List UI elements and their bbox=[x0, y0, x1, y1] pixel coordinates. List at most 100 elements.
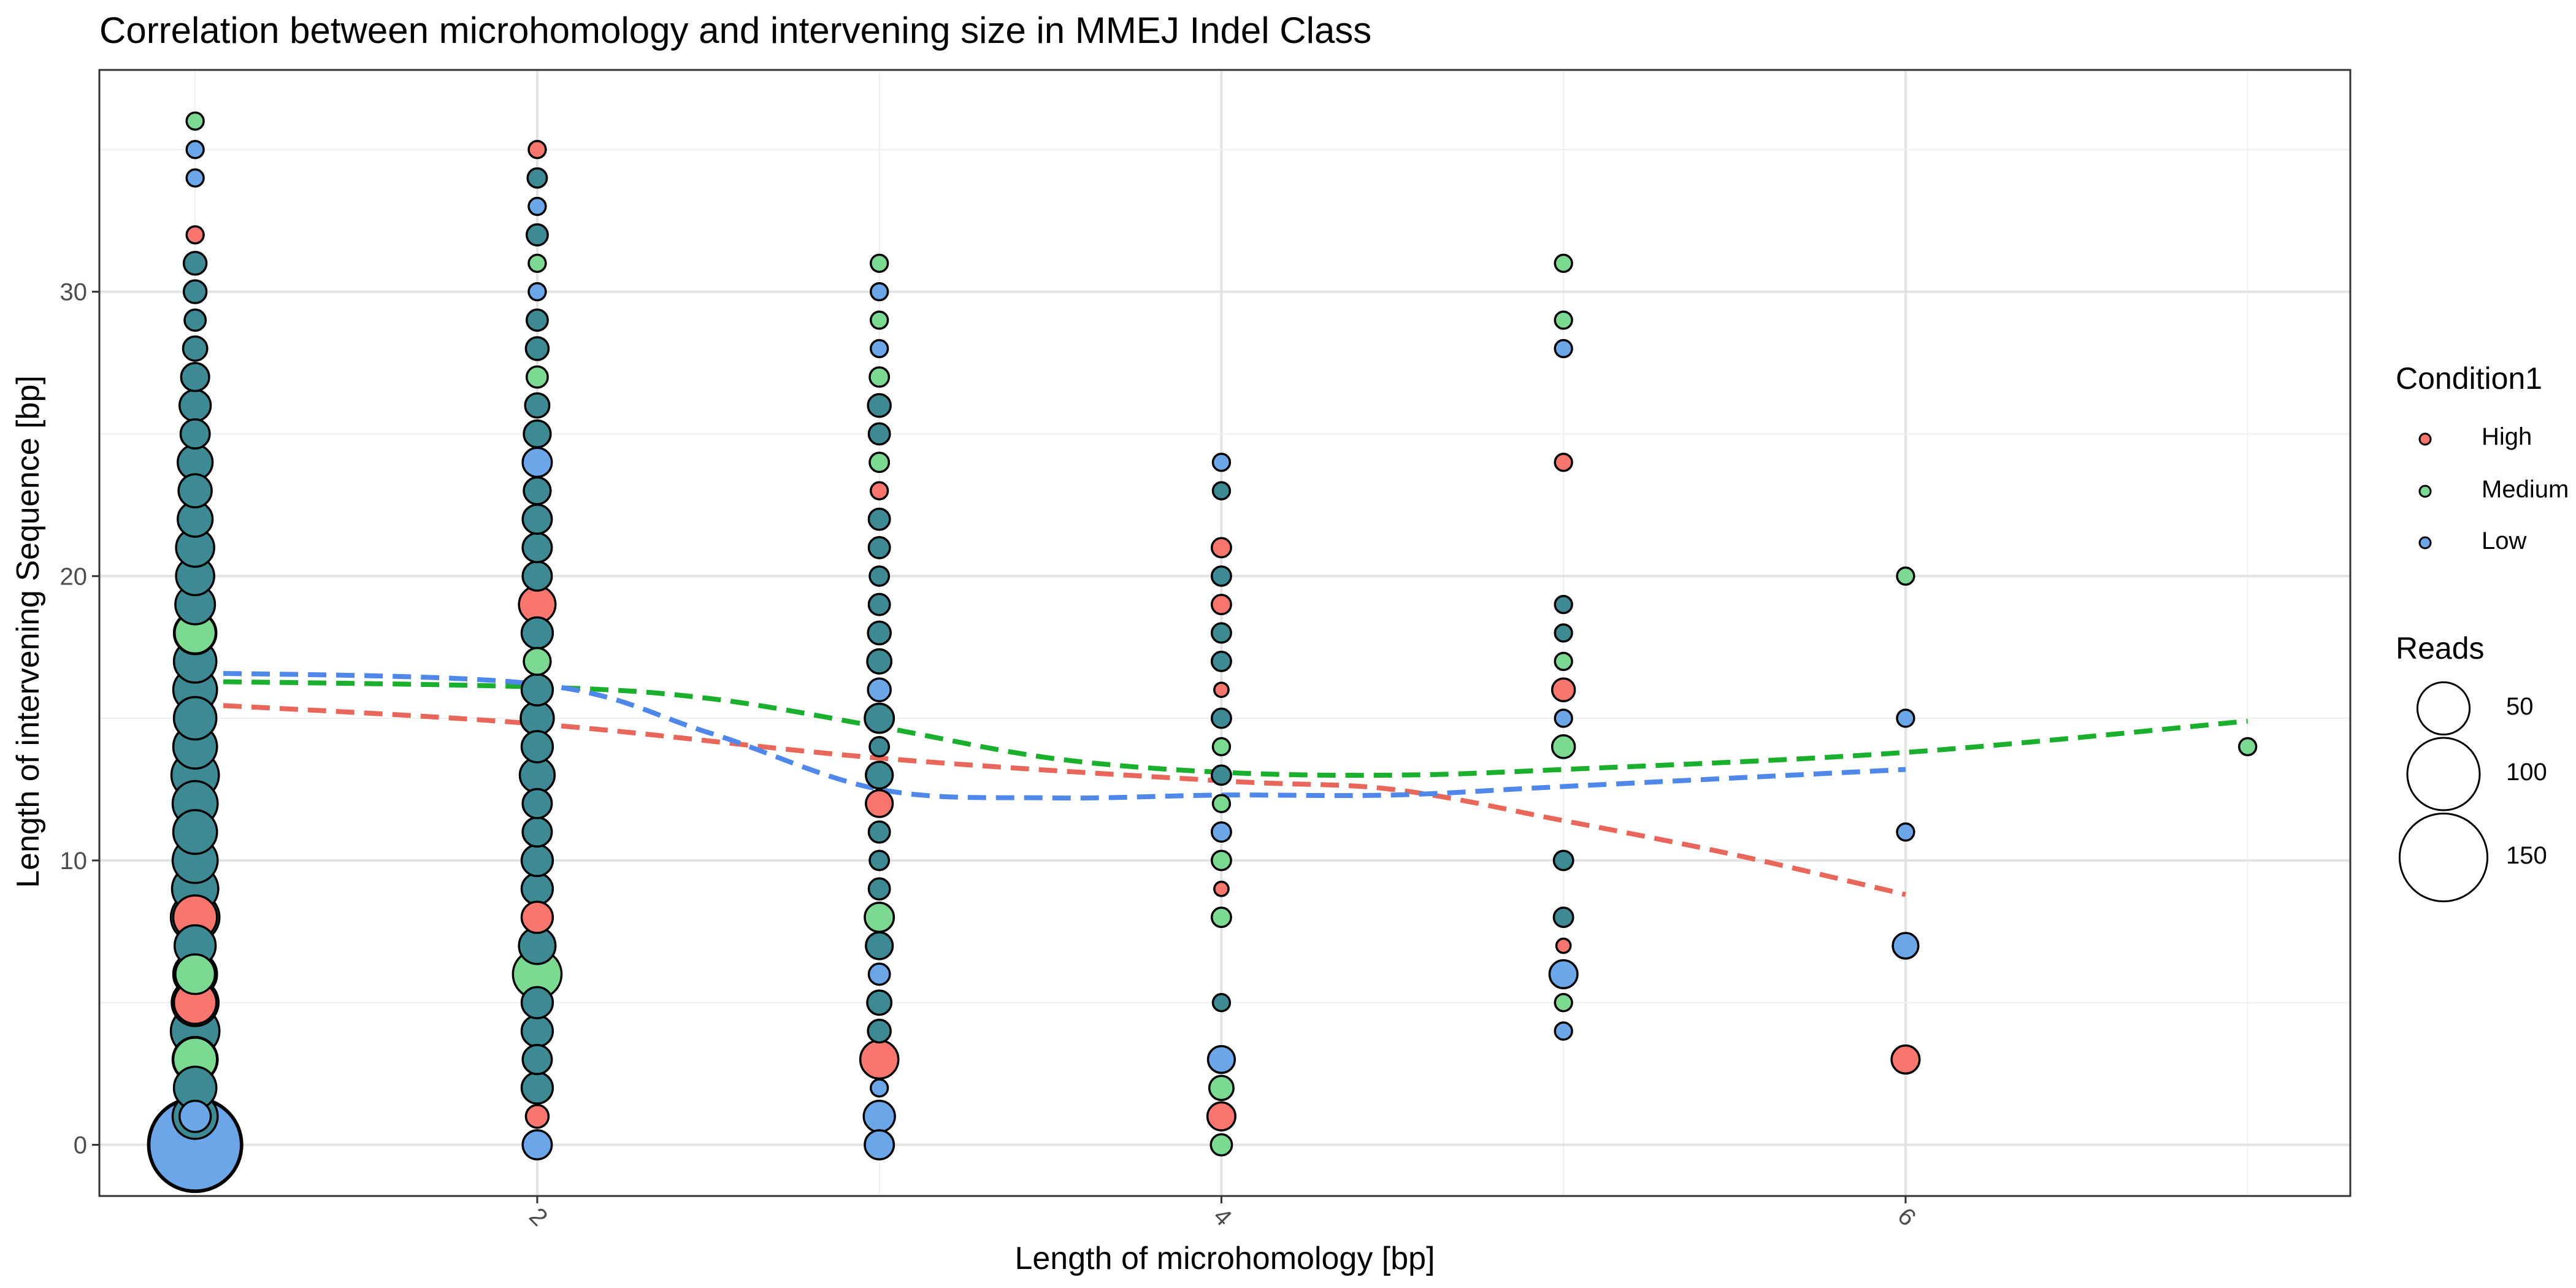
data-point bbox=[1554, 594, 1573, 615]
data-point bbox=[521, 560, 553, 592]
data-point bbox=[868, 849, 891, 872]
data-point bbox=[526, 167, 548, 189]
data-point bbox=[521, 816, 553, 848]
data-point bbox=[870, 282, 889, 302]
data-point bbox=[1554, 651, 1573, 672]
data-point bbox=[520, 730, 554, 764]
data-point bbox=[520, 673, 554, 707]
x-tick-label: 6 bbox=[1892, 1203, 1921, 1232]
data-point bbox=[1210, 565, 1232, 587]
data-point bbox=[864, 902, 895, 933]
legend-size-label-50: 50 bbox=[2506, 693, 2534, 720]
plot-panel-border bbox=[98, 69, 2352, 1197]
data-point bbox=[1206, 1045, 1236, 1075]
data-point bbox=[1211, 481, 1232, 500]
data-point bbox=[870, 310, 889, 330]
data-point bbox=[868, 565, 891, 587]
y-tick-label: 0 bbox=[74, 1132, 87, 1159]
data-point bbox=[174, 953, 217, 995]
trend-line-low bbox=[195, 670, 1906, 801]
data-point bbox=[859, 1039, 900, 1080]
y-axis-label: Length of intervening Sequence [bp] bbox=[10, 375, 46, 888]
data-point bbox=[523, 476, 552, 505]
data-point bbox=[1892, 932, 1920, 960]
data-point bbox=[521, 532, 553, 564]
axis-ticks: 0 10 20 30 2 4 6 bbox=[60, 279, 1922, 1232]
points bbox=[147, 111, 2258, 1194]
trend-line-high bbox=[194, 701, 1906, 897]
data-point bbox=[867, 962, 891, 986]
data-point bbox=[1551, 677, 1576, 702]
data-point bbox=[870, 1078, 889, 1098]
data-point bbox=[870, 339, 889, 359]
data-point bbox=[1555, 937, 1572, 954]
legend-size-label-100: 100 bbox=[2506, 759, 2547, 786]
data-point bbox=[1208, 1075, 1235, 1102]
data-point bbox=[866, 648, 893, 675]
data-point bbox=[520, 1071, 554, 1105]
data-point bbox=[1896, 822, 1915, 842]
data-point bbox=[865, 931, 894, 960]
legend-color-label-low: Low bbox=[2482, 527, 2527, 554]
legend-color-label-high: High bbox=[2482, 423, 2532, 450]
legend-color-label-medium: Medium bbox=[2482, 476, 2569, 503]
data-point bbox=[524, 1103, 550, 1129]
data-point bbox=[527, 282, 547, 302]
data-point bbox=[1548, 959, 1579, 989]
data-point bbox=[182, 279, 208, 304]
data-point bbox=[525, 309, 549, 332]
trend-line-medium bbox=[195, 678, 2248, 778]
data-point bbox=[185, 225, 205, 245]
data-point bbox=[519, 700, 555, 736]
data-point bbox=[1551, 734, 1576, 759]
data-point bbox=[1210, 764, 1232, 786]
data-point bbox=[520, 1014, 554, 1048]
legend-size-label-150: 150 bbox=[2506, 842, 2547, 869]
data-point bbox=[524, 392, 551, 419]
data-point bbox=[1554, 453, 1573, 472]
data-point bbox=[178, 388, 212, 423]
data-point bbox=[177, 473, 213, 508]
data-point bbox=[1896, 708, 1915, 728]
data-point bbox=[1211, 737, 1232, 757]
legend-key-medium bbox=[2418, 485, 2432, 498]
data-point bbox=[1210, 650, 1232, 672]
data-point bbox=[868, 736, 891, 757]
data-point bbox=[864, 1129, 895, 1161]
x-tick-label: 2 bbox=[524, 1203, 553, 1232]
y-tick-label: 30 bbox=[60, 279, 88, 306]
data-point bbox=[867, 677, 892, 702]
data-point bbox=[870, 481, 889, 500]
data-point bbox=[1211, 794, 1232, 813]
data-point bbox=[527, 196, 547, 217]
data-point bbox=[521, 447, 553, 478]
data-point bbox=[524, 336, 550, 361]
data-point bbox=[867, 507, 891, 531]
data-point bbox=[1554, 993, 1573, 1013]
grid bbox=[99, 70, 2350, 1196]
data-point bbox=[1213, 880, 1230, 897]
y-tick-label: 20 bbox=[60, 563, 88, 590]
data-point bbox=[1554, 253, 1573, 273]
data-point bbox=[182, 335, 209, 362]
data-point bbox=[864, 702, 895, 734]
data-point bbox=[1210, 849, 1232, 872]
data-point bbox=[1890, 1044, 1921, 1075]
data-point bbox=[866, 989, 893, 1016]
data-point bbox=[1554, 339, 1573, 359]
data-point bbox=[1210, 594, 1232, 616]
data-point bbox=[870, 253, 889, 273]
data-point bbox=[185, 111, 205, 131]
data-point bbox=[521, 1043, 553, 1075]
data-point bbox=[520, 900, 554, 934]
legend bbox=[2398, 432, 2489, 903]
data-point bbox=[180, 362, 210, 393]
data-point bbox=[1896, 566, 1915, 586]
data-point bbox=[179, 418, 211, 450]
data-point bbox=[523, 419, 552, 449]
data-point bbox=[1210, 622, 1232, 644]
data-point bbox=[183, 309, 207, 332]
data-point bbox=[521, 788, 553, 819]
data-point bbox=[172, 809, 218, 855]
legend-size-key-100 bbox=[2406, 737, 2481, 811]
